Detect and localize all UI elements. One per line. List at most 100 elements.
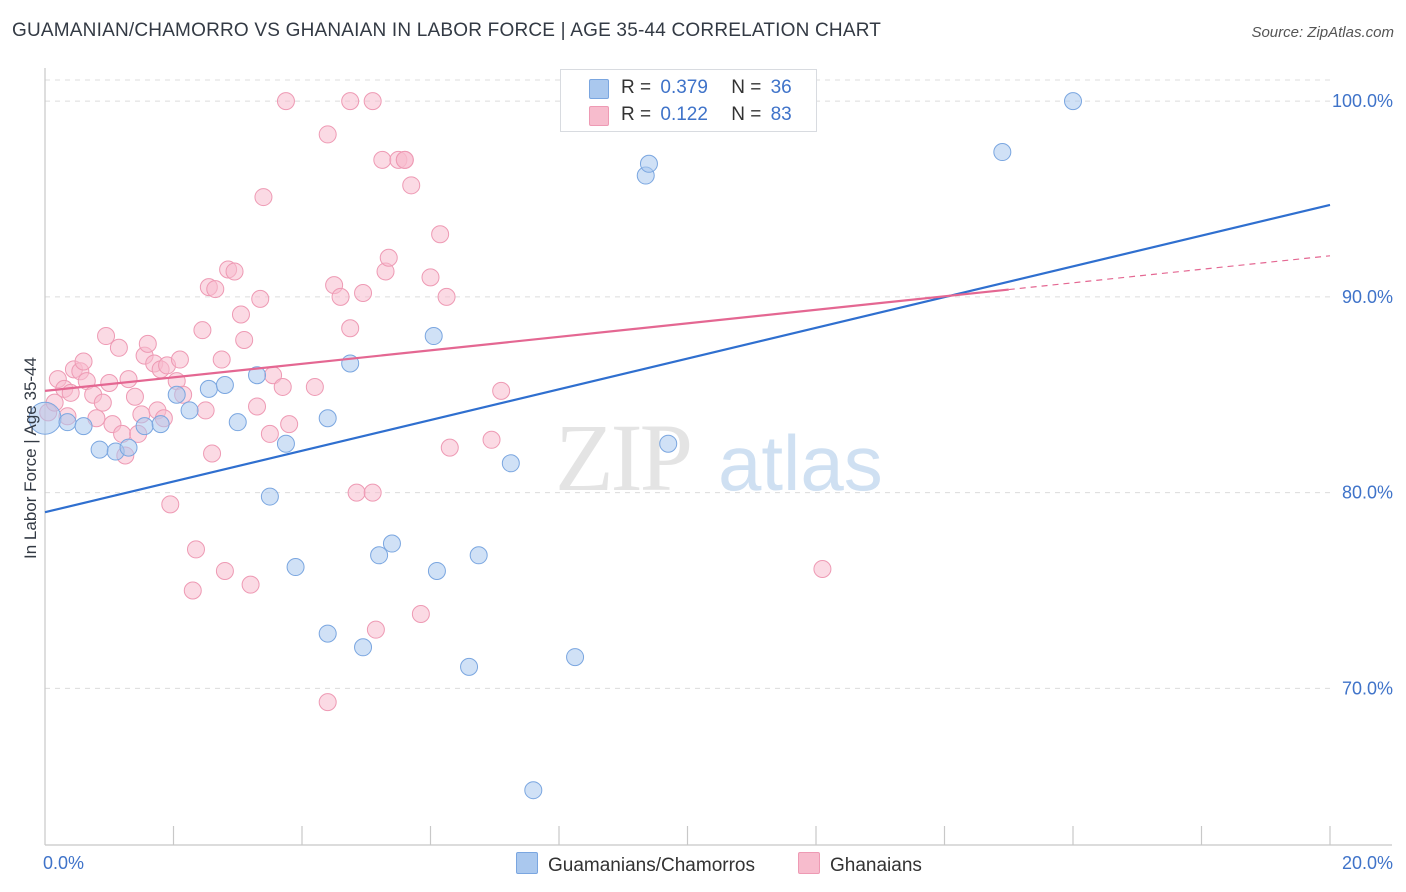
ghanaian-point xyxy=(379,248,398,267)
guamanian-point xyxy=(135,417,154,436)
legend-text-blue: R = 0.379 N = 36 xyxy=(621,77,792,99)
source-label: Source: ZipAtlas.com xyxy=(1251,24,1394,41)
watermark-atlas: atlas xyxy=(718,419,883,507)
x-tick-label: 20.0% xyxy=(1342,853,1393,873)
guamanian-point xyxy=(659,434,678,453)
ghanaian-point xyxy=(276,92,295,111)
guamanian-point xyxy=(260,487,279,506)
bottom-legend-label-blue: Guamanians/Chamorros xyxy=(548,855,755,876)
guamanian-point xyxy=(427,561,446,580)
legend-row-blue: R = 0.379 N = 36 xyxy=(561,74,816,102)
legend-r-value: 0.379 xyxy=(660,77,708,98)
ghanaian-point xyxy=(93,393,112,412)
ghanaian-point xyxy=(273,377,292,396)
bottom-legend-blue: Guamanians/Chamorros xyxy=(516,852,755,877)
ghanaians-points xyxy=(39,92,832,712)
guamanian-trend-line xyxy=(44,203,1331,514)
ghanaian-point xyxy=(440,438,459,457)
guamanian-point xyxy=(318,624,337,643)
guamanian-point xyxy=(286,558,305,577)
guamanian-point xyxy=(524,781,543,800)
ghanaian-point xyxy=(431,225,450,244)
legend-row-pink: R = 0.122 N = 83 xyxy=(561,101,816,129)
ghanaian-point xyxy=(206,280,225,299)
ghanaian-point xyxy=(97,327,116,346)
ghanaian-point xyxy=(231,305,250,324)
ghanaian-point xyxy=(437,287,456,306)
legend-r-value: 0.122 xyxy=(660,104,708,125)
guamanian-point xyxy=(90,440,109,459)
legend-r-label: R = xyxy=(621,77,652,98)
guamanian-point xyxy=(318,409,337,428)
ghanaian-point xyxy=(109,338,128,357)
ghanaian-point xyxy=(251,289,270,308)
guamanian-point xyxy=(1064,92,1082,111)
ghanaian-point xyxy=(241,575,260,594)
y-tick-label: 70.0% xyxy=(1342,678,1393,698)
watermark: ZIP atlas xyxy=(555,404,883,511)
ghanaian-point xyxy=(196,401,215,420)
ghanaian-point xyxy=(482,430,501,449)
ghanaian-point xyxy=(225,262,244,281)
guamanian-point xyxy=(469,546,488,565)
ghanaian-point xyxy=(341,92,360,111)
guamanian-point xyxy=(119,438,138,457)
guamanian-point xyxy=(460,657,479,676)
legend-n-label: N = xyxy=(731,104,762,125)
guamanian-point xyxy=(74,417,93,436)
guamanian-point xyxy=(58,413,77,432)
ghanaian-point xyxy=(260,424,279,443)
guamanians-points xyxy=(28,92,1082,800)
ghanaian-point xyxy=(280,415,299,434)
ghanaian-point xyxy=(341,319,360,338)
guamanian-point xyxy=(276,434,295,453)
ghanaian-point xyxy=(138,334,157,353)
guamanian-point xyxy=(639,154,658,173)
ghanaian-point xyxy=(331,287,350,306)
ghanaian-point xyxy=(305,377,324,396)
guamanian-point xyxy=(199,379,218,398)
legend-n-label: N = xyxy=(731,77,762,98)
guamanian-point xyxy=(167,385,186,404)
guamanian-point xyxy=(151,415,170,434)
legend: R = 0.379 N = 36 R = 0.122 N = 83 xyxy=(560,69,817,132)
legend-text-pink: R = 0.122 N = 83 xyxy=(621,104,792,126)
ghanaian-point xyxy=(235,330,254,349)
guamanian-point xyxy=(228,413,247,432)
guamanian-point xyxy=(215,375,234,394)
ghanaian-point xyxy=(170,350,189,369)
ghanaian-point xyxy=(373,150,392,169)
bottom-legend-swatch-blue xyxy=(516,852,538,874)
ghanaian-point xyxy=(318,125,337,144)
ghanaian-point xyxy=(212,350,231,369)
ghanaian-point xyxy=(318,693,337,712)
y-tick-label: 100.0% xyxy=(1332,91,1393,111)
guamanian-point xyxy=(993,143,1012,162)
ghanaian-point xyxy=(193,321,212,340)
tick-labels: 70.0% 80.0% 90.0% 100.0% 0.0% 20.0% xyxy=(43,91,1393,873)
guamanian-point xyxy=(248,366,267,385)
y-axis-label: In Labor Force | Age 35-44 xyxy=(21,357,40,559)
ghanaian-point xyxy=(215,561,234,580)
legend-n-value: 83 xyxy=(770,104,792,125)
ghanaian-point xyxy=(254,188,273,207)
gridlines xyxy=(45,79,1330,689)
ghanaian-point xyxy=(183,581,202,600)
ghanaian-point xyxy=(363,92,382,111)
ghanaian-point xyxy=(492,381,511,400)
ghanaian-point xyxy=(161,495,180,514)
ghanaian-point xyxy=(354,283,373,302)
ghanaian-point xyxy=(248,397,267,416)
guamanian-point xyxy=(370,546,389,565)
y-tick-label: 80.0% xyxy=(1342,483,1393,503)
ghanaian-point xyxy=(119,370,138,389)
bottom-legend-label-pink: Ghanaians xyxy=(830,855,922,876)
ghanaian-point xyxy=(186,540,205,559)
legend-swatch-blue xyxy=(589,79,609,99)
guamanian-point xyxy=(354,638,373,657)
ghanaian-trend-line-extension xyxy=(1008,255,1331,291)
ghanaian-point xyxy=(395,150,414,169)
ghanaian-point xyxy=(363,483,382,502)
axes xyxy=(44,68,1392,846)
